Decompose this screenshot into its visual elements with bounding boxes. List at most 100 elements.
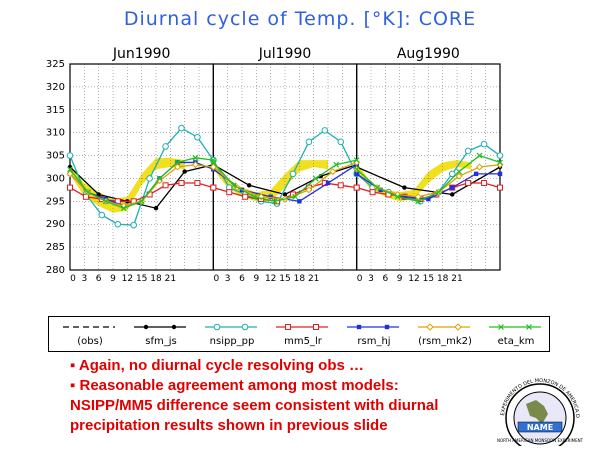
legend-label: nsipp_pp [209,336,255,347]
x-tick-label: 3 [368,274,374,284]
x-tick-label: 3 [81,274,87,284]
note-line-3: NSIPP/MM5 difference seem consistent wit… [70,397,439,414]
point-eta-km [333,161,340,168]
x-tick-label: 21 [308,274,319,284]
y-tick-label: 290 [46,219,65,230]
x-tick-label: 0 [70,274,76,284]
point-eta-km [312,175,319,182]
y-tick-label: 300 [46,173,65,184]
point-sfm-js [182,169,187,174]
point-eta-km [394,193,401,200]
x-tick-label: 18 [437,274,449,284]
point-rsm-mk2 [476,163,484,171]
point-nsipp-pp [305,138,313,146]
panel-title: Jul1990 [258,46,312,62]
legend-marker [526,324,532,330]
legend-swatch [205,323,257,331]
panel-title: Jun1990 [112,46,171,62]
legend-label: eta_km [497,336,535,347]
y-tick-label: 305 [46,151,65,162]
x-tick-label: 6 [382,274,388,284]
legend-marker [285,324,291,330]
point-eta-km [292,193,299,200]
x-tick-label: 3 [225,274,231,284]
point-nsipp-pp [464,147,472,155]
point-eta-km [353,166,360,173]
point-nsipp-pp [130,221,138,229]
point-eta-km [374,184,381,191]
point-eta-km [156,175,163,182]
point-mm5-lr [465,180,472,187]
legend-label: (rsm_mk2) [418,336,472,347]
legend-label: (obs) [77,336,103,347]
point-mm5-lr [178,180,185,187]
notes-text: ▪ Again, no diurnal cycle resolving obs … [70,356,500,436]
point-nsipp-pp [114,220,122,228]
x-tick-label: 12 [265,274,276,284]
x-tick-label: 12 [122,274,133,284]
legend-marker [143,324,149,330]
legend-item-rsm-mk2: (rsm_mk2) [408,317,478,351]
legend-swatch [347,324,399,330]
note-line-2: ▪ Reasonable agreement among most models… [70,377,399,394]
point-rsm-hj [268,194,273,199]
point-mm5-lr [226,189,233,196]
legend-item-obs: (obs) [53,317,123,351]
legend-marker [498,324,504,330]
point-rsm-hj [497,171,503,177]
point-nsipp-pp [496,152,504,159]
x-tick-label: 0 [357,274,363,284]
point-nsipp-pp [178,124,185,132]
point-mm5-lr [497,184,503,191]
point-eta-km [435,189,442,196]
logo-name-text: NAME [527,423,553,432]
point-mm5-lr [210,184,217,191]
point-eta-km [67,166,73,173]
x-tick-label: 12 [408,274,419,284]
point-sfm-js [450,192,455,197]
point-rsm-hj [378,187,383,193]
x-tick-label: 0 [213,274,219,284]
x-tick-label: 9 [397,274,403,284]
name-logo: EXPERIMENTO DEL MONZON DE AMERICA DEL NO… [486,374,584,446]
point-eta-km [210,159,217,166]
legend-item-nsipp-pp: nsipp_pp [195,317,265,351]
legend-item-sfm-js: sfm_js [124,317,194,351]
legend-marker [313,324,319,330]
y-tick-label: 280 [46,265,65,276]
x-tick-label: 6 [239,274,245,284]
legend-swatch [276,324,328,330]
x-tick-label: 18 [150,274,162,284]
point-eta-km [251,193,258,200]
point-sfm-js [153,206,159,211]
point-mm5-lr [353,184,360,191]
legend-swatch [418,323,470,331]
point-eta-km [138,198,145,205]
legend-marker [384,324,390,330]
x-tick-label: 15 [136,274,147,284]
point-nsipp-pp [162,143,169,150]
point-eta-km [174,159,181,166]
x-tick-label: 21 [451,274,462,284]
y-tick-label: 325 [46,59,65,70]
legend-marker [241,323,249,331]
x-tick-label: 9 [110,274,116,284]
point-mm5-lr [162,182,169,189]
point-rsm-hj [297,199,302,204]
x-tick-label: 9 [253,274,259,284]
y-tick-label: 285 [46,242,65,253]
note-line-4: precipitation results shown in previous … [70,417,388,434]
point-eta-km [415,198,422,205]
legend-marker [426,323,434,331]
point-sfm-js [246,183,252,188]
legend-swatch [134,324,186,330]
point-nsipp-pp [66,152,74,159]
point-nsipp-pp [480,140,488,148]
legend-item-mm5-lr: mm5_lr [266,317,336,351]
series-line-sfm-js [356,166,501,196]
point-eta-km [497,159,503,166]
point-nsipp-pp [321,127,329,134]
y-tick-label: 295 [46,196,65,207]
point-rsm-hj [402,194,407,199]
legend-marker [356,324,362,330]
